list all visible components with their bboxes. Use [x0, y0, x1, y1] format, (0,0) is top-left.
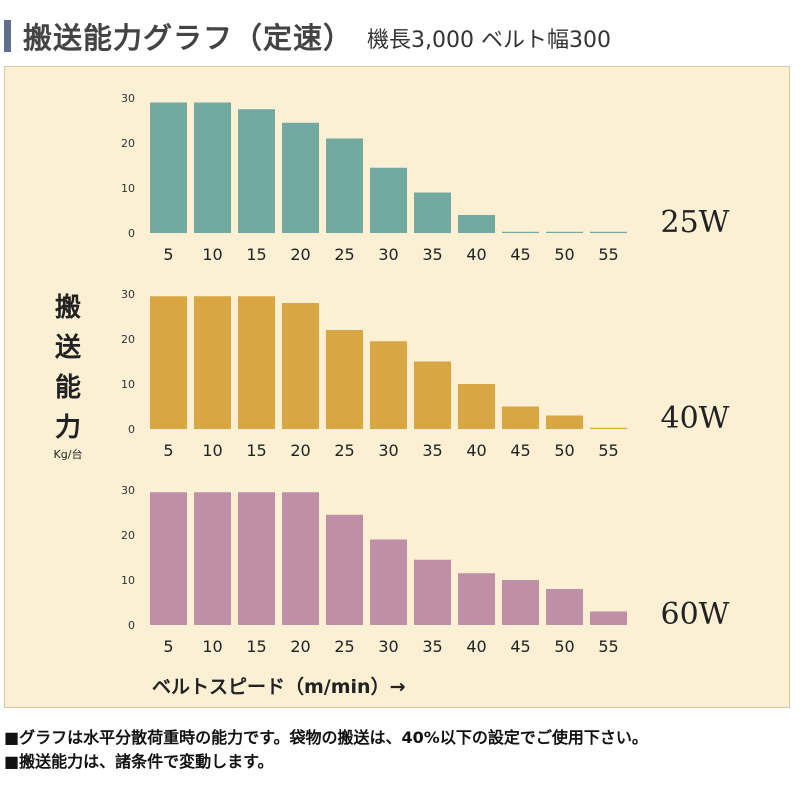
y-axis-unit: Kg/台 — [53, 448, 83, 461]
x-tick-label: 45 — [510, 245, 530, 264]
page-subtitle: 機長3,000 ベルト幅300 — [367, 28, 611, 53]
bar — [326, 330, 363, 429]
bar — [414, 361, 451, 429]
x-tick-label: 20 — [290, 637, 310, 656]
x-axis-title: ベルトスピード（m/min）→ — [152, 676, 406, 698]
x-tick-label: 20 — [290, 441, 310, 460]
bar — [414, 192, 451, 233]
x-tick-label: 5 — [163, 441, 173, 460]
x-tick-label: 20 — [290, 245, 310, 264]
x-tick-label: 10 — [202, 245, 222, 264]
x-tick-label: 45 — [510, 637, 530, 656]
y-axis-label-char: 力 — [54, 413, 81, 443]
x-tick-label: 50 — [554, 441, 574, 460]
bar — [238, 109, 275, 233]
footnotes: ■グラフは水平分散荷重時の能力です。袋物の搬送は、40%以下の設定でご使用下さい… — [4, 726, 800, 774]
bar — [546, 231, 583, 233]
bar — [414, 559, 451, 625]
y-tick-label: 10 — [121, 574, 135, 587]
y-axis-label-char: 送 — [54, 333, 81, 363]
y-tick-label: 20 — [121, 333, 135, 346]
x-tick-label: 30 — [378, 637, 398, 656]
x-tick-label: 15 — [246, 441, 266, 460]
bar — [194, 296, 231, 429]
bar — [150, 492, 187, 625]
bar — [458, 384, 495, 429]
x-tick-label: 15 — [246, 637, 266, 656]
x-tick-label: 30 — [378, 245, 398, 264]
bar — [502, 231, 539, 233]
bar — [370, 167, 407, 233]
y-tick-label: 10 — [121, 378, 135, 391]
series-label: 25W — [660, 205, 729, 240]
x-tick-label: 15 — [246, 245, 266, 264]
bar — [238, 296, 275, 429]
page-title: 搬送能力グラフ（定速） — [23, 21, 354, 55]
x-tick-label: 5 — [163, 637, 173, 656]
y-axis-label-char: 搬 — [54, 293, 81, 323]
x-tick-label: 10 — [202, 637, 222, 656]
x-tick-label: 25 — [334, 441, 354, 460]
title-bar: 搬送能力グラフ（定速） 機長3,000 ベルト幅300 — [0, 14, 800, 58]
bar — [458, 215, 495, 233]
y-tick-label: 0 — [128, 619, 135, 632]
x-tick-label: 45 — [510, 441, 530, 460]
bar — [502, 406, 539, 429]
footnote: ■搬送能力は、諸条件で変動します。 — [4, 752, 274, 771]
bar — [282, 122, 319, 233]
x-tick-label: 25 — [334, 245, 354, 264]
y-tick-label: 30 — [121, 288, 135, 301]
bar — [590, 231, 627, 233]
y-tick-label: 0 — [128, 227, 135, 240]
y-tick-label: 30 — [121, 92, 135, 105]
y-tick-label: 20 — [121, 137, 135, 150]
x-tick-label: 25 — [334, 637, 354, 656]
x-tick-label: 30 — [378, 441, 398, 460]
bar — [150, 296, 187, 429]
series-label: 60W — [660, 597, 729, 632]
series-label: 40W — [660, 401, 729, 436]
bar — [502, 580, 539, 625]
x-tick-label: 40 — [466, 441, 486, 460]
x-tick-label: 5 — [163, 245, 173, 264]
x-tick-label: 50 — [554, 245, 574, 264]
y-tick-label: 20 — [121, 529, 135, 542]
y-tick-label: 30 — [121, 484, 135, 497]
x-tick-label: 55 — [598, 637, 618, 656]
bar — [326, 138, 363, 233]
y-axis-label: 搬 送 能 力 Kg/台 — [48, 288, 88, 462]
bar — [326, 514, 363, 625]
footnote: ■グラフは水平分散荷重時の能力です。袋物の搬送は、40%以下の設定でご使用下さい… — [4, 728, 648, 747]
bar — [546, 415, 583, 429]
y-axis-label-char: 能 — [54, 373, 81, 403]
bar — [590, 611, 627, 625]
x-tick-label: 50 — [554, 637, 574, 656]
bar — [282, 303, 319, 429]
title-accent-bar — [4, 20, 11, 52]
y-tick-label: 10 — [121, 182, 135, 195]
y-tick-label: 0 — [128, 423, 135, 436]
x-tick-label: 10 — [202, 441, 222, 460]
x-tick-label: 55 — [598, 441, 618, 460]
bar — [194, 492, 231, 625]
x-tick-label: 35 — [422, 637, 442, 656]
bar — [238, 492, 275, 625]
x-tick-label: 35 — [422, 245, 442, 264]
bar — [194, 102, 231, 233]
bar — [150, 102, 187, 233]
bar — [370, 341, 407, 429]
bar — [590, 427, 627, 429]
x-tick-label: 35 — [422, 441, 442, 460]
x-tick-label: 40 — [466, 245, 486, 264]
bar — [458, 573, 495, 625]
x-tick-label: 40 — [466, 637, 486, 656]
bar — [546, 589, 583, 625]
bar — [370, 539, 407, 625]
x-tick-label: 55 — [598, 245, 618, 264]
bar — [282, 492, 319, 625]
